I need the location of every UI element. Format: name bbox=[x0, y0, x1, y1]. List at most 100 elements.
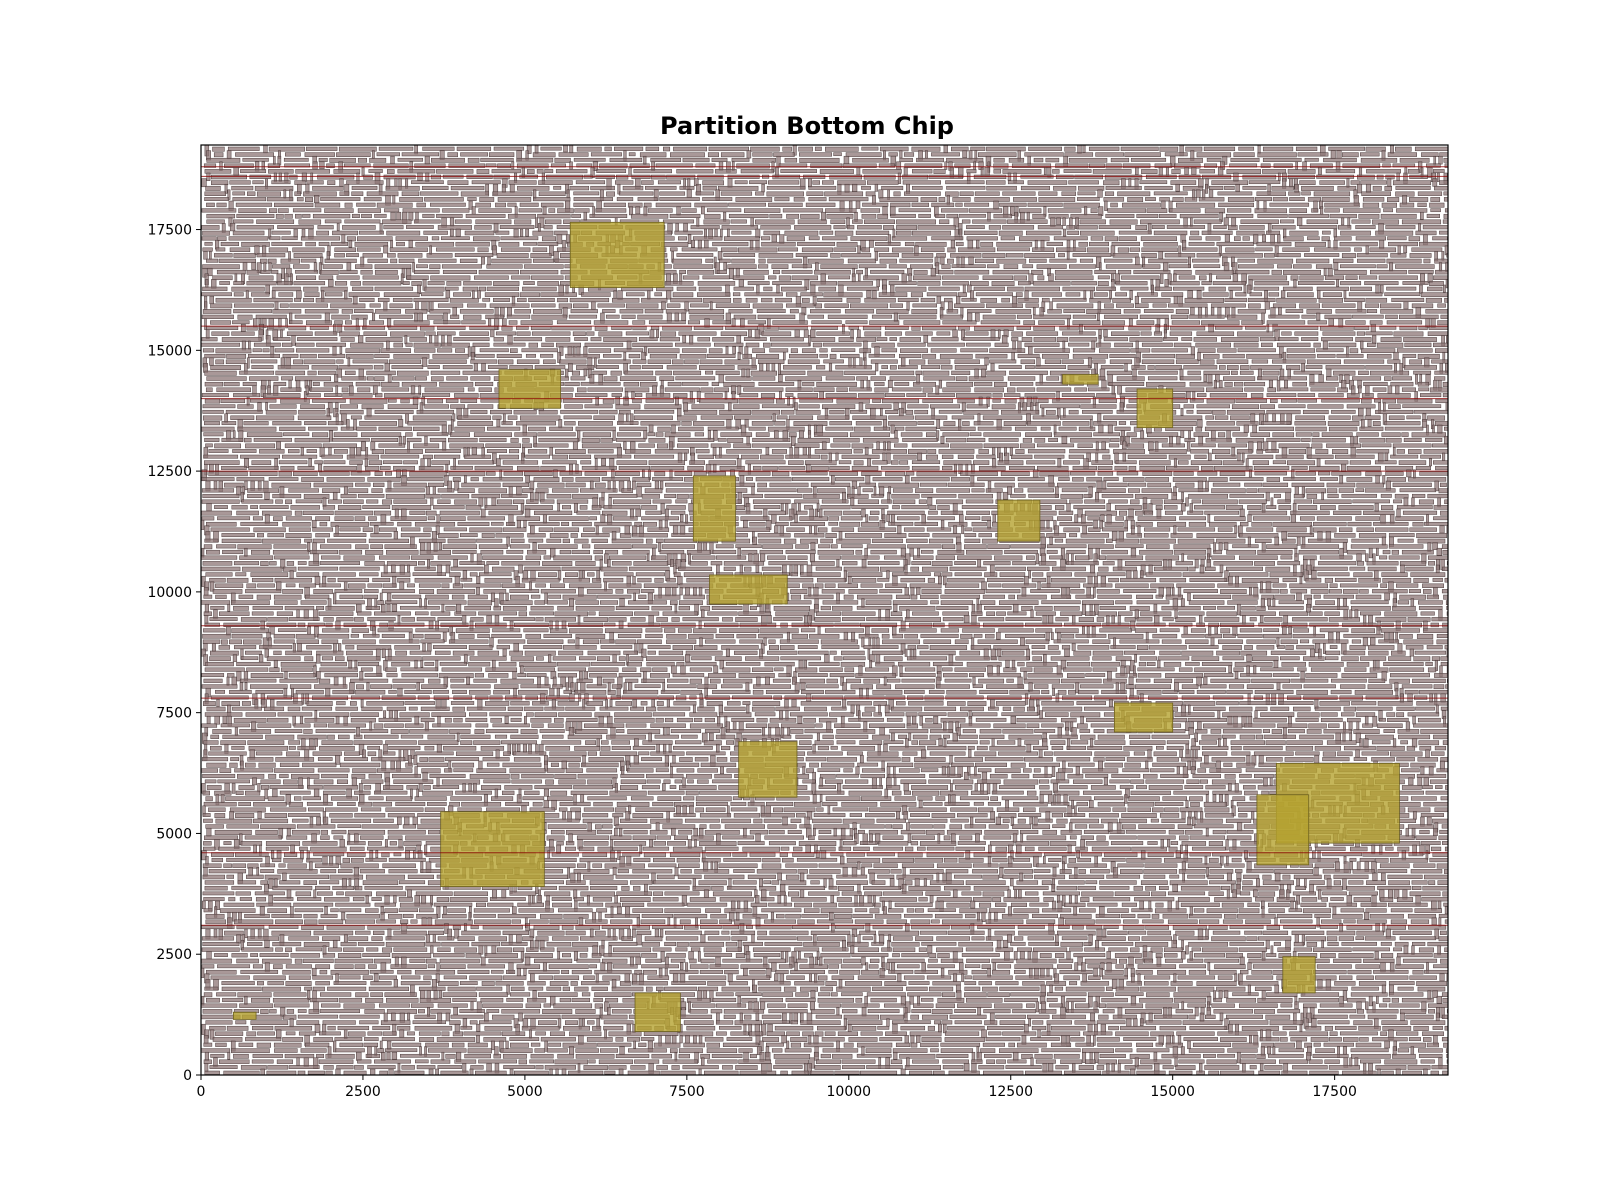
standard-cell bbox=[1226, 365, 1239, 370]
standard-cell bbox=[1353, 572, 1373, 578]
standard-cell bbox=[548, 516, 589, 521]
standard-cell bbox=[1326, 443, 1361, 448]
standard-cell bbox=[242, 566, 283, 572]
standard-cell bbox=[285, 152, 301, 157]
standard-cell bbox=[962, 337, 1000, 341]
standard-cell bbox=[1218, 202, 1254, 208]
standard-cell bbox=[264, 491, 270, 500]
standard-cell bbox=[648, 348, 680, 354]
standard-cell bbox=[939, 353, 973, 359]
standard-cell bbox=[1069, 264, 1096, 269]
standard-cell bbox=[897, 297, 919, 302]
standard-cell bbox=[635, 206, 641, 215]
standard-cell bbox=[870, 376, 886, 381]
standard-cell bbox=[1336, 150, 1342, 159]
standard-cell bbox=[964, 538, 981, 543]
standard-cell bbox=[774, 297, 792, 303]
standard-cell bbox=[1207, 452, 1212, 461]
standard-cell bbox=[392, 376, 415, 381]
standard-cell bbox=[655, 432, 664, 437]
standard-cell bbox=[782, 208, 824, 213]
standard-cell bbox=[1027, 566, 1050, 571]
standard-cell bbox=[1245, 325, 1266, 330]
standard-cell bbox=[1063, 202, 1100, 208]
standard-cell bbox=[493, 281, 520, 286]
standard-cell bbox=[1116, 471, 1139, 476]
standard-cell bbox=[708, 146, 749, 152]
standard-cell bbox=[1147, 432, 1179, 438]
standard-cell bbox=[344, 202, 353, 208]
standard-cell bbox=[762, 465, 778, 471]
standard-cell bbox=[785, 292, 798, 297]
standard-cell bbox=[974, 197, 1010, 202]
standard-cell bbox=[1321, 197, 1350, 202]
standard-cell bbox=[592, 577, 602, 583]
standard-cell bbox=[250, 359, 278, 364]
standard-cell bbox=[470, 477, 479, 482]
standard-cell bbox=[811, 465, 829, 471]
standard-cell bbox=[587, 572, 595, 577]
standard-cell bbox=[1408, 236, 1421, 242]
standard-cell bbox=[1321, 337, 1353, 342]
standard-cell bbox=[249, 471, 278, 477]
standard-cell bbox=[1247, 297, 1276, 302]
standard-cell bbox=[273, 155, 276, 165]
standard-cell bbox=[269, 236, 281, 241]
standard-cell bbox=[544, 219, 562, 225]
standard-cell bbox=[526, 145, 532, 154]
standard-cell bbox=[681, 381, 709, 386]
standard-cell bbox=[644, 488, 663, 494]
standard-cell bbox=[619, 533, 632, 538]
standard-cell bbox=[443, 527, 467, 532]
standard-cell bbox=[1114, 342, 1134, 348]
standard-cell bbox=[1046, 533, 1067, 538]
standard-cell bbox=[647, 359, 672, 364]
standard-cell bbox=[506, 314, 531, 319]
standard-cell bbox=[660, 241, 689, 247]
standard-cell bbox=[912, 185, 943, 190]
standard-cell bbox=[670, 247, 678, 252]
standard-cell bbox=[907, 404, 929, 409]
standard-cell bbox=[991, 404, 1016, 410]
standard-cell bbox=[1364, 303, 1380, 308]
standard-cell bbox=[378, 443, 406, 448]
standard-cell bbox=[478, 497, 484, 507]
standard-cell bbox=[1388, 544, 1424, 549]
standard-cell bbox=[221, 538, 262, 544]
standard-cell bbox=[910, 292, 923, 298]
standard-cell bbox=[285, 533, 312, 538]
standard-cell bbox=[1049, 536, 1053, 545]
standard-cell bbox=[927, 359, 951, 365]
standard-cell bbox=[629, 365, 641, 370]
standard-cell bbox=[946, 213, 959, 219]
standard-cell bbox=[714, 387, 729, 393]
standard-cell bbox=[825, 208, 857, 214]
standard-cell bbox=[517, 465, 540, 471]
standard-cell bbox=[670, 559, 674, 567]
standard-cell bbox=[424, 155, 430, 165]
standard-cell bbox=[1124, 363, 1128, 372]
standard-cell bbox=[1423, 258, 1431, 264]
standard-cell bbox=[1109, 290, 1112, 300]
standard-cell bbox=[1441, 544, 1448, 549]
standard-cell bbox=[327, 421, 344, 426]
standard-cell bbox=[841, 555, 880, 560]
standard-cell bbox=[202, 230, 230, 236]
standard-cell bbox=[936, 419, 941, 429]
standard-cell bbox=[1117, 191, 1151, 197]
standard-cell bbox=[822, 180, 834, 185]
standard-cell bbox=[615, 404, 641, 410]
standard-cell bbox=[1007, 286, 1024, 292]
standard-cell bbox=[986, 370, 1007, 376]
standard-cell bbox=[611, 538, 644, 544]
standard-cell bbox=[951, 370, 971, 375]
standard-cell bbox=[1239, 533, 1279, 538]
standard-cell bbox=[418, 561, 425, 566]
standard-cell bbox=[333, 432, 358, 438]
standard-cell bbox=[791, 471, 828, 476]
standard-cell bbox=[221, 337, 262, 342]
standard-cell bbox=[1189, 381, 1213, 387]
standard-cell bbox=[1318, 374, 1324, 383]
standard-cell bbox=[427, 314, 443, 320]
standard-cell bbox=[1224, 234, 1230, 243]
